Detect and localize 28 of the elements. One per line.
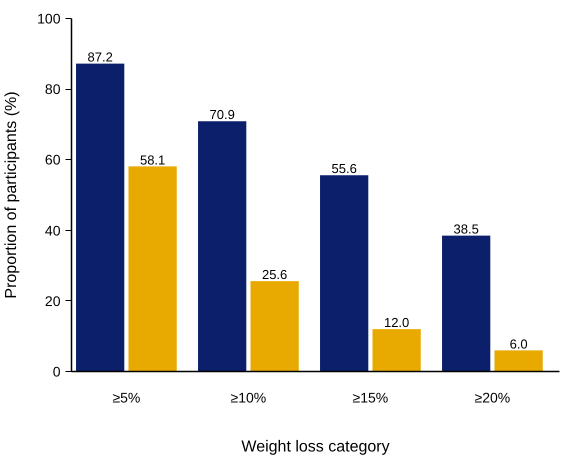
bar [372,329,421,372]
x-tick-label: ≥5% [112,390,140,406]
data-label: 87.2 [88,50,113,65]
y-axis-title: Proportion of participants (%) [3,91,20,299]
bar [320,175,368,372]
x-tick-label: ≥20% [474,390,510,406]
y-tick-label: 60 [44,152,61,168]
bar [198,121,246,372]
data-label: 55.6 [332,161,357,176]
bar [128,166,177,372]
y-tick-label: 100 [37,10,61,26]
bar [442,236,490,372]
y-tick-label: 20 [44,292,61,309]
data-label: 6.0 [510,336,528,352]
y-tick-label: 80 [44,81,61,98]
y-tick-label: 0 [52,364,61,380]
x-axis-title: Weight loss category [241,438,390,456]
x-tick-label: ≥10% [230,390,266,406]
data-label: 58.1 [140,152,166,168]
data-label: 12.0 [384,315,410,330]
x-tick-label: ≥15% [352,390,388,406]
data-label: 70.9 [210,107,235,122]
y-tick-label: 40 [44,222,61,238]
data-label: 25.6 [262,267,288,282]
bar [250,281,299,372]
bar [494,350,543,372]
data-label: 38.5 [454,222,479,237]
bar [76,64,124,372]
